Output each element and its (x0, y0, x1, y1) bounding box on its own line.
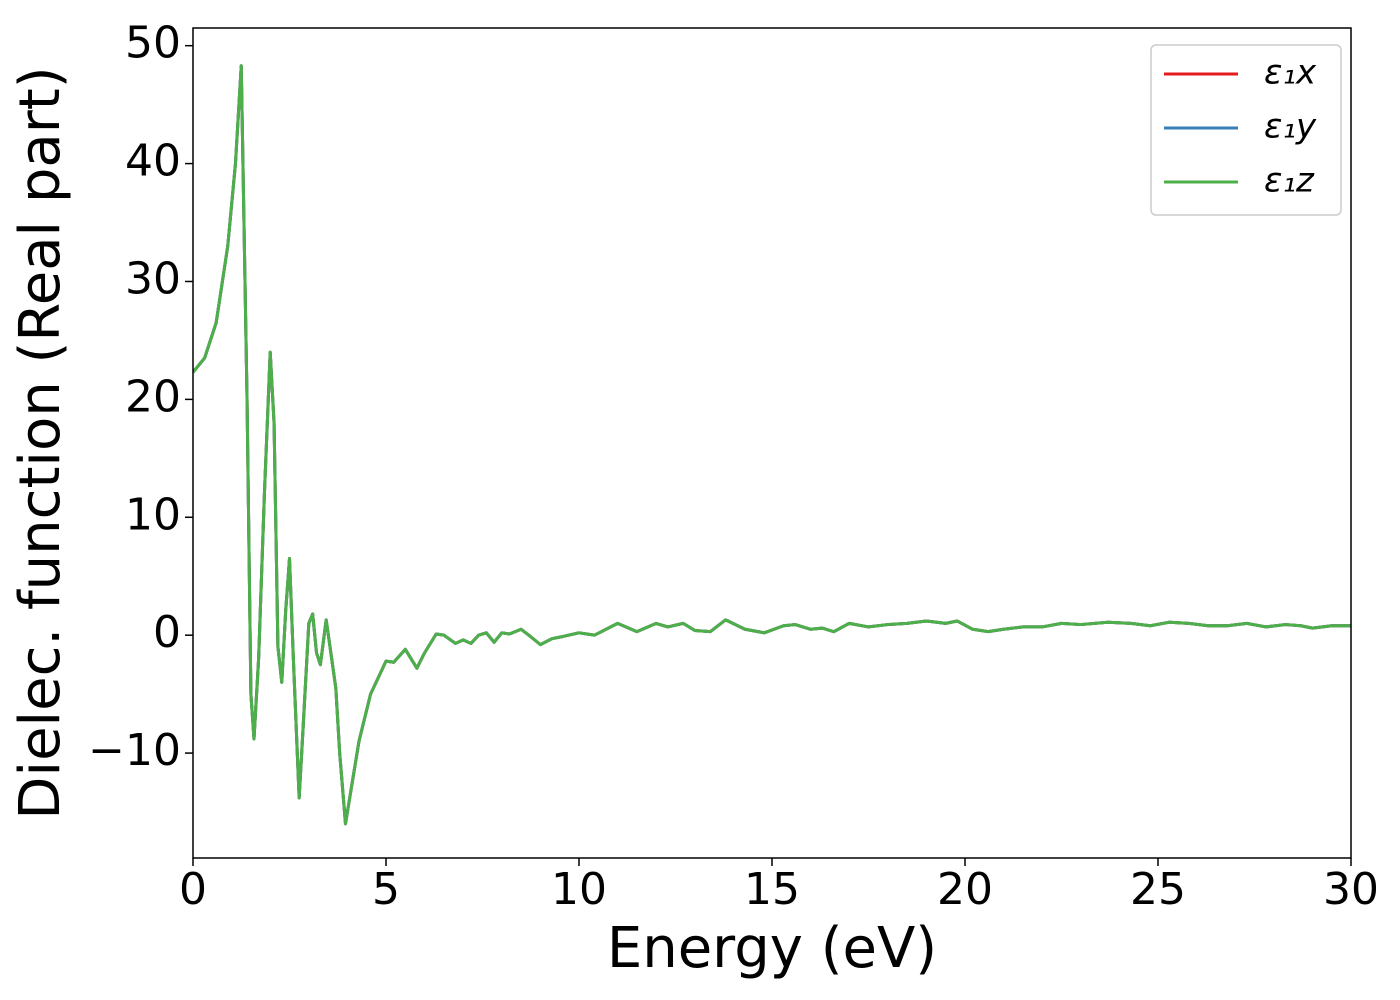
y-axis-label: Dielec. function (Real part) (8, 66, 73, 819)
legend-label: ε₁y (1264, 107, 1317, 147)
data-line (193, 64, 1351, 826)
legend-label: ε₁z (1264, 161, 1315, 201)
y-tick-label: 30 (125, 253, 181, 304)
x-tick-label: 10 (551, 864, 607, 915)
y-tick-label: 0 (153, 607, 181, 658)
x-tick-label: 25 (1130, 864, 1186, 915)
y-tick-label: 50 (125, 18, 181, 69)
y-tick-label: 20 (125, 371, 181, 422)
y-tick-label: 40 (125, 136, 181, 187)
x-tick-label: 20 (937, 864, 993, 915)
legend-label: ε₁x (1264, 53, 1317, 93)
x-axis-label: Energy (eV) (607, 916, 937, 981)
x-tick-label: 15 (744, 864, 800, 915)
legend-box (1150, 44, 1342, 216)
y-tick-label: −10 (88, 725, 181, 776)
x-tick-label: 5 (372, 864, 400, 915)
x-tick-label: 30 (1323, 864, 1379, 915)
y-tick-label: 10 (125, 489, 181, 540)
x-tick-label: 0 (179, 864, 207, 915)
plot-frame (192, 27, 1352, 859)
